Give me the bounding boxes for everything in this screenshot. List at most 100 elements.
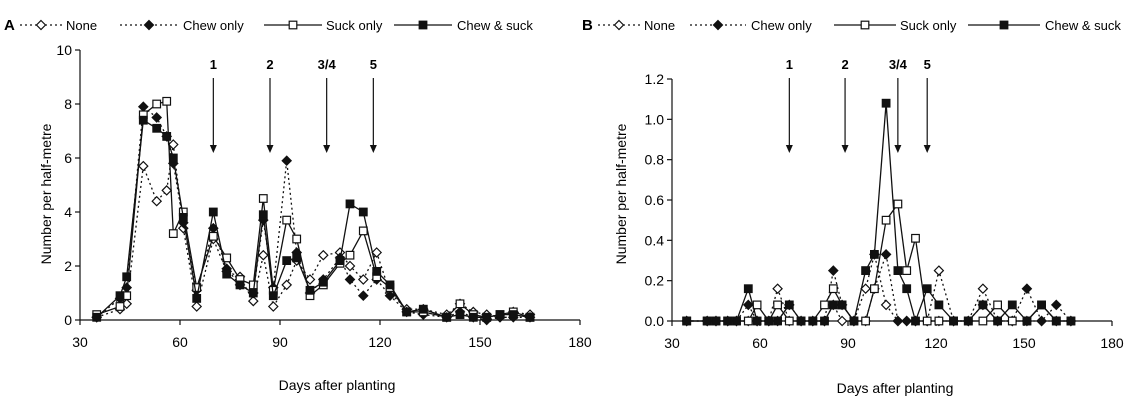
series-chew-and-suck [92, 115, 535, 322]
event-arrow-1: 1 [210, 57, 217, 153]
data-point-chew-and-suck [482, 312, 492, 322]
legend-label-suck-only: Suck only [326, 18, 383, 33]
data-point-chew-and-suck [248, 288, 258, 298]
data-point-chew-and-suck [732, 316, 741, 326]
data-point-chew-and-suck [764, 316, 774, 326]
data-point-suck-only [345, 250, 355, 260]
event-arrow-head [323, 145, 331, 153]
data-point-chew-and-suck [682, 316, 692, 326]
series-suck-only [682, 199, 1076, 326]
y-tick-label: 0.0 [645, 313, 665, 329]
event-arrow-label: 5 [924, 57, 931, 72]
data-point-suck-only [820, 300, 829, 310]
data-point-chew-and-suck [192, 294, 202, 303]
data-point-suck-only [208, 231, 218, 241]
event-arrow-label: 2 [266, 57, 273, 72]
x-tick-label: 30 [72, 334, 88, 350]
legend-label-chew-and-suck: Chew & suck [1045, 18, 1121, 33]
legend-item-chew-only: Chew only [690, 18, 812, 33]
legend-label-chew-only: Chew only [751, 18, 812, 33]
event-arrow-5: 5 [924, 57, 931, 153]
x-axis-title-b: Days after planting [837, 380, 954, 396]
data-point-none [880, 299, 892, 310]
event-arrow-head [841, 145, 849, 153]
data-point-suck-only [752, 300, 762, 310]
data-point-chew-and-suck [122, 272, 132, 282]
data-point-suck-only [870, 284, 879, 294]
data-point-suck-only [773, 300, 782, 310]
data-point-none [268, 301, 279, 312]
data-point-chew-and-suck [711, 316, 721, 326]
x-tick-label: 60 [752, 335, 768, 351]
data-point-none [161, 185, 172, 196]
data-point-suck-only [922, 316, 932, 326]
event-arrow-label: 3/4 [889, 57, 908, 72]
event-arrow-head [923, 145, 931, 153]
data-point-none [836, 315, 848, 327]
data-point-chew-and-suck [208, 207, 218, 217]
data-point-none [258, 250, 269, 261]
x-tick-label: 180 [568, 334, 592, 350]
event-arrow-3-4: 3/4 [889, 57, 908, 153]
data-point-none [281, 279, 292, 290]
data-point-chew-and-suck [258, 210, 268, 220]
data-point-chew-and-suck [442, 312, 452, 322]
data-point-chew-only [880, 249, 892, 260]
data-point-chew-and-suck [963, 316, 973, 326]
data-point-chew-and-suck [178, 212, 188, 222]
data-point-chew-only [358, 290, 369, 301]
data-point-suck-only [1007, 316, 1017, 326]
panel-letter-b: B [582, 17, 593, 34]
data-point-suck-only [162, 96, 172, 106]
data-point-chew-and-suck [1051, 316, 1061, 326]
y-tick-label: 0.4 [645, 232, 665, 248]
plot-area-a: 0 2 4 6 8 10 30 60 90 120 150 180 1 2 3/4 5 [56, 42, 591, 350]
data-point-suck-only [934, 316, 944, 326]
data-point-suck-only [828, 284, 838, 294]
data-point-chew-only [344, 274, 356, 285]
data-point-suck-only [743, 316, 753, 326]
data-point-none [138, 161, 149, 172]
event-arrow-label: 2 [841, 57, 848, 72]
data-point-suck-only [978, 316, 988, 326]
data-point-chew-and-suck [934, 300, 944, 310]
data-point-suck-only [358, 226, 368, 236]
x-tick-label: 30 [664, 335, 680, 351]
data-point-chew-and-suck [902, 284, 912, 294]
legend-item-chew-and-suck: Chew & suck [394, 18, 533, 33]
legend-label-suck-only: Suck only [900, 18, 957, 33]
data-point-chew-and-suck [92, 312, 102, 322]
data-point-suck-only [902, 266, 912, 275]
event-arrow-head [266, 145, 274, 153]
event-arrow-3-4: 3/4 [318, 57, 336, 153]
data-point-chew-and-suck [292, 253, 302, 263]
data-point-chew-and-suck [222, 269, 232, 279]
data-point-suck-only [258, 194, 268, 203]
data-point-chew-and-suck [115, 291, 125, 301]
data-point-chew-and-suck [993, 316, 1002, 326]
event-arrow-head [894, 145, 902, 153]
data-point-chew-and-suck [743, 284, 753, 294]
event-arrow-2: 2 [266, 57, 274, 153]
x-tick-label: 120 [368, 334, 392, 350]
data-point-suck-only [784, 316, 794, 326]
data-point-chew-and-suck [893, 266, 903, 275]
data-point-suck-only [993, 300, 1002, 310]
legend-label-chew-only: Chew only [183, 18, 244, 33]
x-tick-label: 60 [172, 334, 188, 350]
data-point-chew-and-suck [525, 312, 535, 322]
data-point-suck-only [168, 229, 178, 239]
plot-area-b: 0.0 0.2 0.4 0.6 0.8 1.0 1.2 30 60 90 120 150 180 1 2 3/… [645, 57, 1124, 351]
y-axis-title-a: Number per half-metre [38, 123, 54, 264]
data-point-chew-and-suck [152, 123, 162, 133]
y-tick-label: 1.0 [645, 111, 665, 127]
data-point-chew-and-suck [162, 131, 172, 141]
y-tick-label: 1.2 [645, 71, 665, 87]
data-point-chew-and-suck [318, 277, 328, 287]
data-point-chew-and-suck [455, 310, 465, 319]
data-point-chew-and-suck [372, 267, 382, 276]
data-point-chew-and-suck [268, 291, 278, 301]
data-point-chew-and-suck [1037, 300, 1047, 310]
data-point-chew-only [151, 112, 162, 123]
data-point-chew-only [281, 155, 292, 166]
